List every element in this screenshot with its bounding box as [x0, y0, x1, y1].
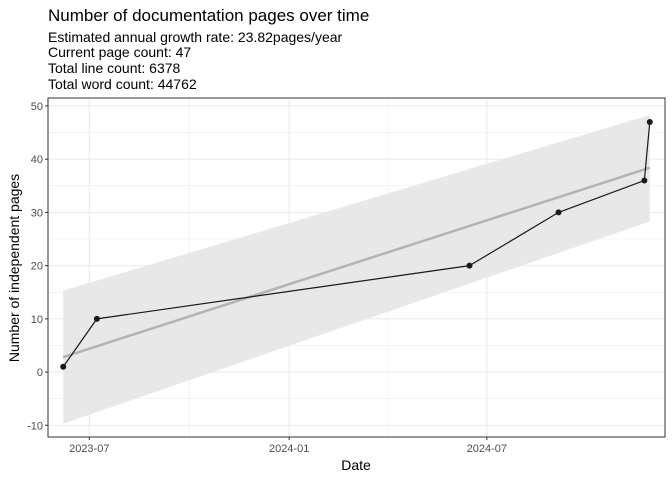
trend-line-layer — [62, 166, 651, 359]
y-tick-label: -10 — [27, 420, 43, 432]
data-point — [466, 262, 473, 269]
series-line — [62, 121, 651, 368]
confidence-band-layer — [63, 115, 650, 424]
subtitle-line-4: Total word count: 44762 — [48, 76, 197, 92]
y-tick-label: 50 — [31, 101, 43, 113]
subtitle-line-2: Current page count: 47 — [48, 44, 191, 60]
data-point — [641, 177, 648, 184]
y-axis-ticks: -10 0 10 20 30 40 50 — [27, 101, 48, 432]
y-tick-label: 30 — [31, 207, 43, 219]
x-tick-label: 2024-07 — [467, 443, 507, 455]
subtitle-line-3: Total line count: 6378 — [48, 60, 181, 76]
y-tick-label: 40 — [31, 154, 43, 166]
subtitle-line-1: Estimated annual growth rate: 23.82pages… — [48, 29, 343, 45]
data-point — [60, 363, 67, 370]
trend-line — [62, 166, 651, 359]
y-tick-label: 0 — [37, 367, 43, 379]
y-tick-label: 10 — [31, 314, 43, 326]
x-axis-ticks: 2023-07 2024-01 2024-07 — [69, 437, 507, 455]
confidence-band — [63, 115, 650, 424]
data-point — [93, 315, 100, 322]
y-axis-label: Number of independent pages — [6, 174, 22, 362]
x-tick-label: 2023-07 — [69, 443, 109, 455]
y-tick-label: 20 — [31, 261, 43, 273]
x-axis-label: Date — [341, 457, 371, 473]
series-layer — [60, 118, 653, 370]
x-tick-label: 2024-01 — [269, 443, 309, 455]
chart-title: Number of documentation pages over time — [48, 6, 369, 25]
data-point — [555, 209, 562, 216]
panel-border — [47, 97, 666, 438]
data-point — [646, 118, 653, 125]
